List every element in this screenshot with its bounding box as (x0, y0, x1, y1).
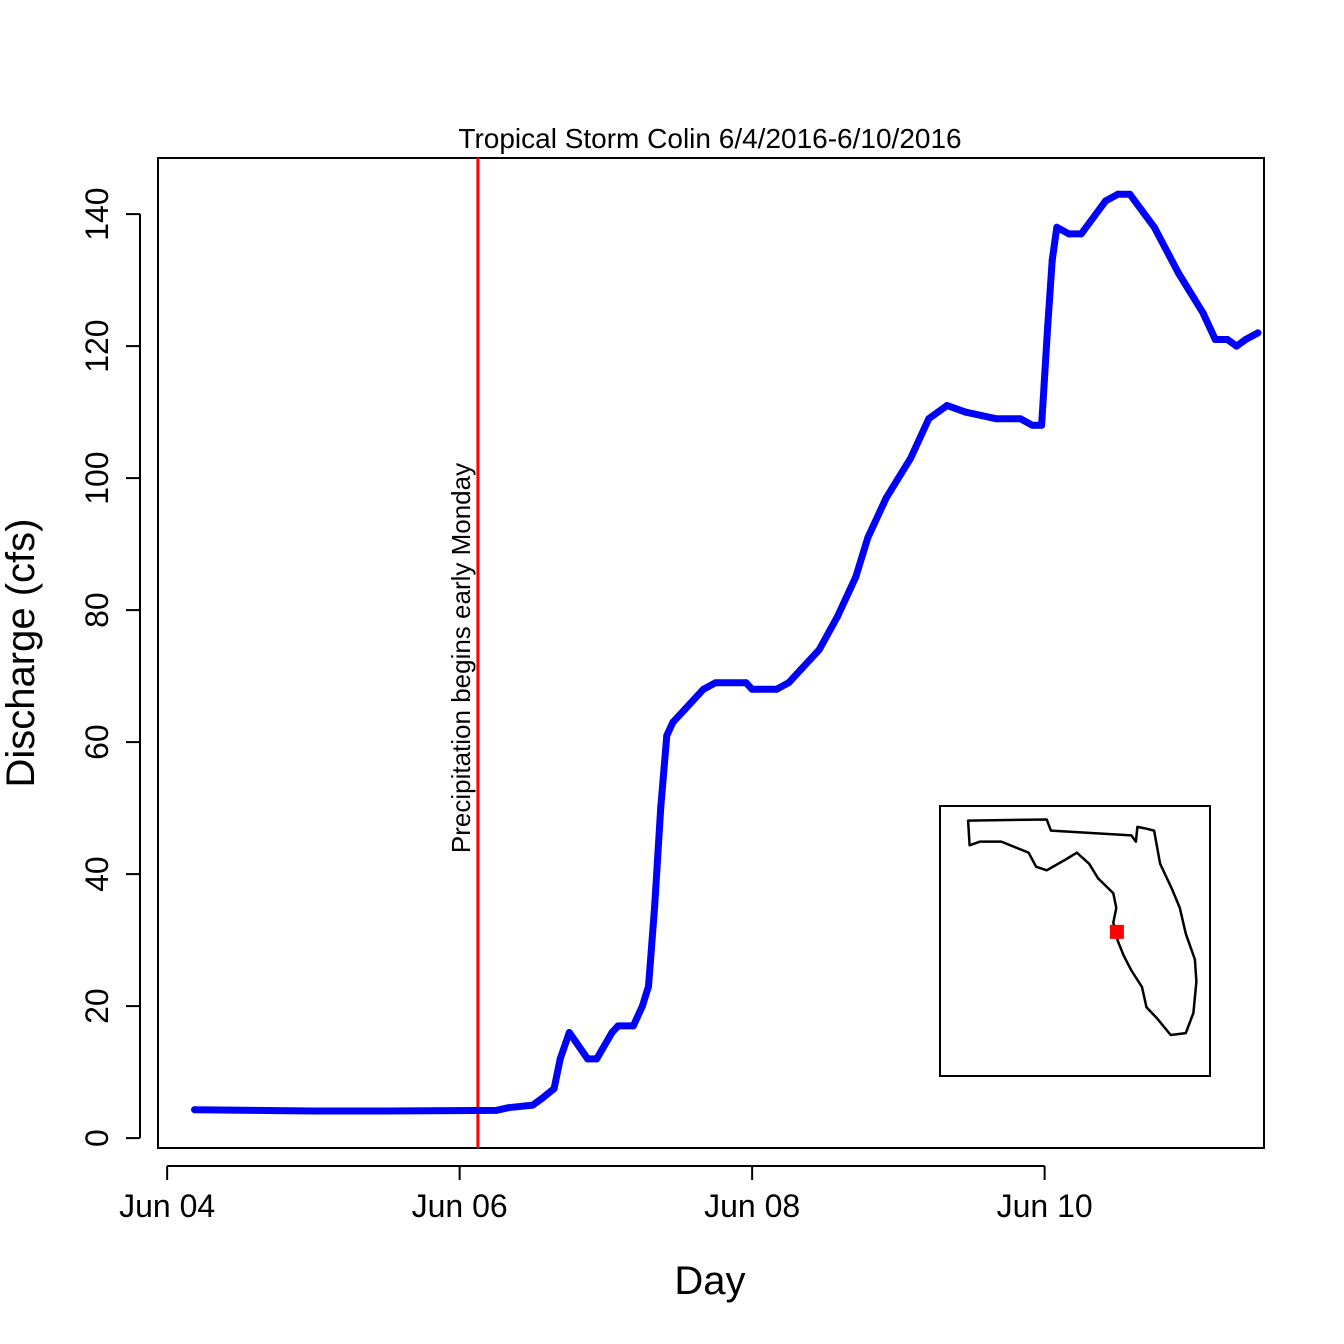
discharge-point (699, 685, 707, 693)
discharge-point (1126, 190, 1134, 198)
discharge-point (191, 1106, 199, 1114)
discharge-point (638, 1002, 646, 1010)
discharge-point (1242, 336, 1250, 343)
discharge-point (1175, 270, 1183, 277)
discharge-point (663, 732, 671, 739)
y-tick-label: 140 (79, 187, 115, 240)
discharge-point (645, 982, 652, 990)
y-axis-title: Discharge (cfs) (0, 519, 43, 788)
discharge-point (712, 679, 720, 687)
discharge-point (584, 1055, 592, 1063)
discharge-point (1016, 415, 1024, 423)
y-tick-label: 0 (79, 1129, 115, 1147)
discharge-point (907, 454, 915, 462)
discharge-point (864, 534, 872, 541)
discharge-point (961, 408, 969, 416)
discharge-point (1053, 223, 1061, 231)
discharge-point (785, 679, 793, 687)
y-tick-label: 100 (79, 451, 115, 504)
discharge-point (1223, 336, 1231, 343)
discharge-point (1254, 329, 1262, 337)
discharge-point (925, 415, 933, 423)
discharge-point (852, 573, 860, 581)
discharge-point (504, 1104, 512, 1112)
discharge-point (1102, 197, 1110, 205)
discharge-point (1233, 342, 1241, 350)
plot-frame (157, 157, 1265, 1149)
discharge-point (1150, 223, 1158, 231)
inset-map-frame (939, 805, 1211, 1077)
discharge-point (556, 1055, 564, 1063)
discharge-point (550, 1085, 558, 1093)
discharge-point (492, 1106, 500, 1114)
florida-outline (966, 818, 1198, 1037)
discharge-point (309, 1107, 317, 1115)
discharge-point (882, 494, 890, 502)
discharge-point (833, 613, 841, 621)
y-tick-label: 120 (79, 319, 115, 372)
discharge-point (383, 1107, 390, 1115)
discharge-point (1048, 256, 1056, 264)
discharge-point (1044, 322, 1052, 330)
discharge-point (992, 415, 1000, 423)
discharge-point (529, 1101, 537, 1109)
inset-map (939, 805, 1211, 1077)
discharge-point (614, 1022, 622, 1030)
x-tick-label: Jun 10 (997, 1188, 1093, 1224)
discharge-point (1028, 421, 1036, 429)
chart-title: Tropical Storm Colin 6/4/2016-6/10/2016 (458, 123, 961, 154)
plot-area: Precipitation begins early Monday (191, 158, 1262, 1148)
discharge-point (1114, 190, 1122, 198)
precipitation-annotation: Precipitation begins early Monday (446, 463, 476, 853)
discharge-point (943, 402, 951, 409)
x-tick-label: Jun 08 (704, 1188, 800, 1224)
x-tick-label: Jun 06 (412, 1188, 508, 1224)
discharge-point (651, 903, 659, 911)
x-axis: Jun 04 Jun 06 Jun 08 Jun 10 (119, 1165, 1093, 1224)
discharge-point (657, 804, 665, 812)
discharge-point (797, 666, 805, 673)
discharge-point (748, 685, 756, 693)
x-axis-title: Day (674, 1259, 745, 1303)
discharge-point (538, 1095, 546, 1102)
y-tick-label: 60 (79, 724, 115, 760)
discharge-point (742, 679, 750, 687)
y-tick-label: 20 (79, 988, 115, 1024)
discharge-point (1077, 230, 1085, 238)
x-tick-label: Jun 04 (119, 1188, 215, 1224)
y-tick-label: 80 (79, 592, 115, 628)
discharge-point (773, 685, 780, 693)
discharge-series-line (191, 190, 1262, 1115)
discharge-point (1211, 336, 1219, 343)
discharge-point (1199, 309, 1207, 317)
discharge-point (629, 1022, 637, 1030)
discharge-point (1065, 230, 1073, 238)
y-tick-label: 40 (79, 856, 115, 892)
discharge-point (1038, 421, 1046, 429)
discharge-point (608, 1029, 616, 1036)
discharge-point (815, 646, 823, 654)
discharge-point (669, 718, 677, 726)
y-axis: 0 20 40 60 80 100 120 140 (79, 187, 141, 1147)
gauge-location-marker (1109, 924, 1124, 939)
discharge-point (565, 1029, 573, 1036)
discharge-point (681, 705, 689, 713)
discharge-point (593, 1055, 601, 1063)
